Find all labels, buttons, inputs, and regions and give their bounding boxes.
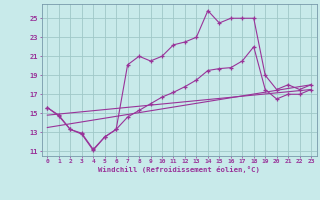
X-axis label: Windchill (Refroidissement éolien,°C): Windchill (Refroidissement éolien,°C)	[98, 166, 260, 173]
